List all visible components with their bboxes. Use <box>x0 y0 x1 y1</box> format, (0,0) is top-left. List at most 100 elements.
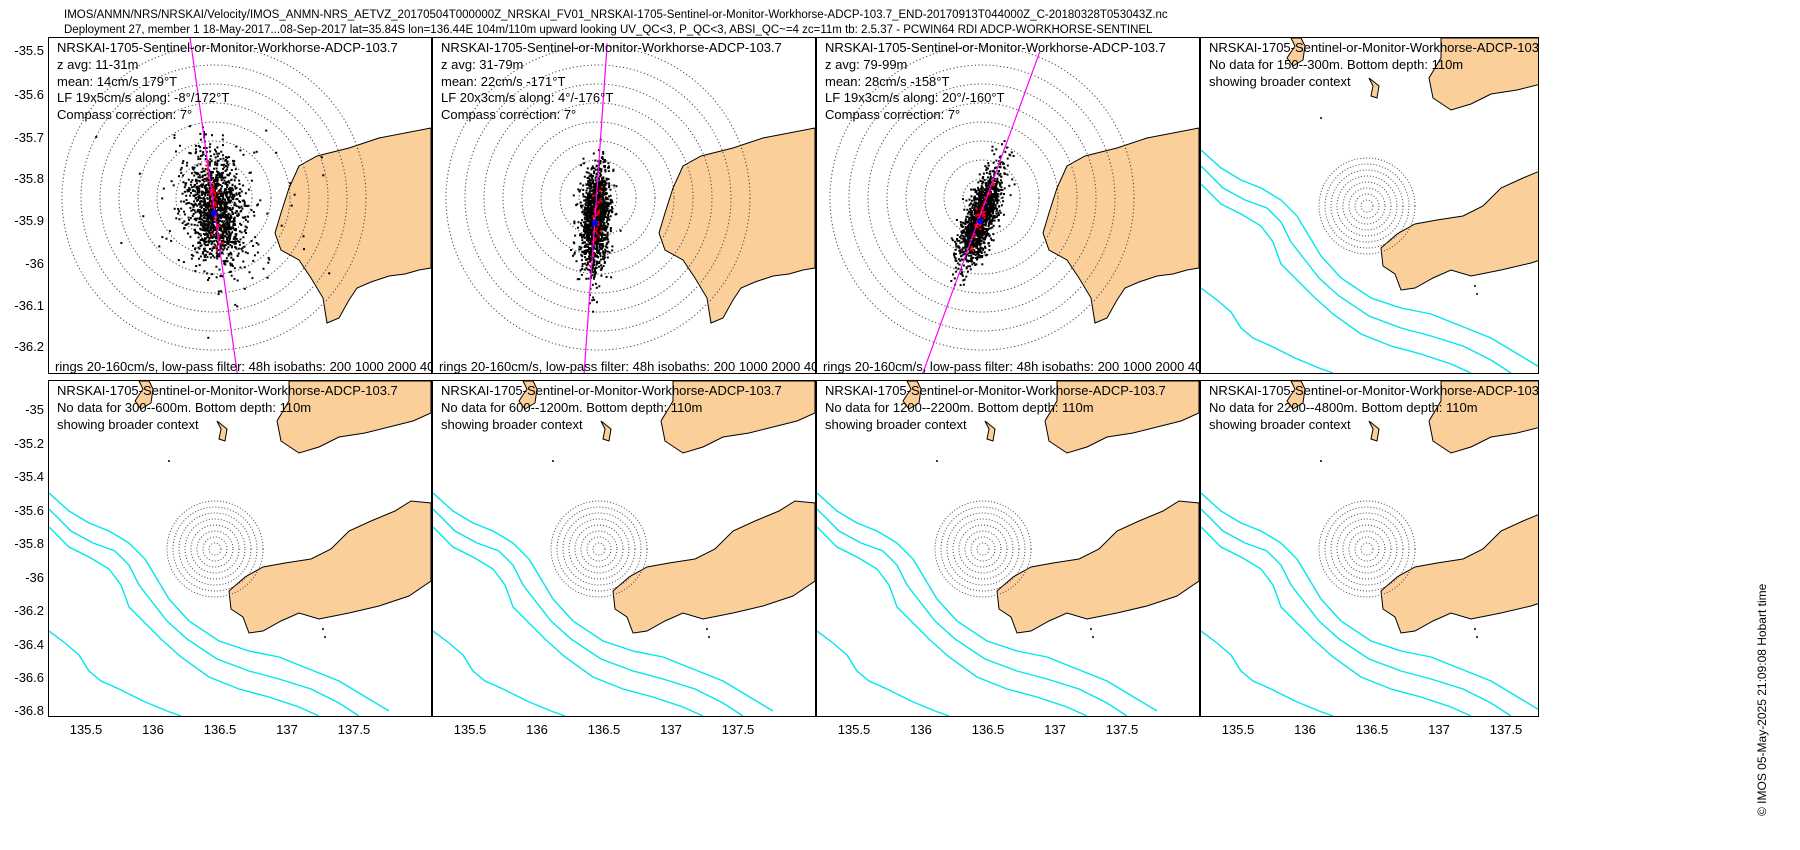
velocity-point <box>210 216 213 219</box>
velocity-point <box>215 234 218 237</box>
velocity-point <box>226 201 229 204</box>
velocity-point <box>214 183 217 186</box>
velocity-point <box>580 253 583 256</box>
velocity-point <box>588 233 591 236</box>
velocity-point <box>207 184 210 187</box>
velocity-point <box>964 245 967 248</box>
velocity-point <box>199 146 202 149</box>
velocity-point <box>234 212 237 214</box>
velocity-point <box>603 260 606 263</box>
panel-annotation: NRSKAI-1705-Sentinel-or-Monitor-Workhors… <box>1209 383 1538 433</box>
velocity-point <box>991 195 994 198</box>
velocity-point <box>974 264 977 266</box>
velocity-point <box>998 214 1000 217</box>
velocity-point <box>591 299 594 302</box>
velocity-point <box>983 228 986 231</box>
rings-legend: rings 20-160cm/s, low-pass filter: 48h i… <box>823 359 1200 374</box>
velocity-point <box>609 228 612 231</box>
isobath-2000m <box>817 526 1088 716</box>
kangaroo-island-land <box>228 500 431 634</box>
velocity-point <box>201 224 204 227</box>
velocity-point <box>220 176 223 178</box>
velocity-point <box>237 213 240 216</box>
velocity-point <box>206 223 209 226</box>
velocity-point <box>991 186 994 188</box>
velocity-point <box>591 182 594 185</box>
velocity-point <box>196 173 199 176</box>
velocity-point <box>606 202 609 205</box>
velocity-point <box>600 202 603 205</box>
velocity-point <box>579 248 582 251</box>
velocity-point <box>210 179 213 182</box>
velocity-point <box>977 253 980 256</box>
velocity-point <box>585 183 588 186</box>
velocity-point <box>594 242 597 245</box>
velocity-point <box>190 191 192 194</box>
isobaths <box>433 492 774 716</box>
lowpass-point <box>219 242 222 245</box>
velocity-point <box>189 217 192 220</box>
velocity-point <box>229 193 232 196</box>
velocity-point <box>191 186 193 189</box>
velocity-point <box>590 225 593 228</box>
velocity-point <box>981 226 984 229</box>
velocity-point <box>196 179 199 182</box>
y-tick-label: -36.1 <box>14 298 44 313</box>
velocity-point <box>218 254 221 257</box>
velocity-point <box>215 265 218 268</box>
velocity-point <box>608 186 610 189</box>
velocity-point <box>177 259 180 262</box>
velocity-point <box>242 236 245 239</box>
velocity-point <box>219 219 221 222</box>
velocity-point <box>984 224 987 227</box>
speed-ring <box>166 500 264 598</box>
velocity-point <box>208 202 211 205</box>
velocity-point <box>217 193 219 196</box>
velocity-point <box>581 235 584 238</box>
velocity-point <box>195 193 197 196</box>
x-tick-label: 137.5 <box>1105 722 1139 737</box>
velocity-point <box>586 217 589 220</box>
velocity-outlier <box>267 261 270 264</box>
velocity-outlier <box>275 151 278 154</box>
velocity-point <box>967 240 970 243</box>
velocity-point <box>986 203 989 206</box>
velocity-point <box>213 256 216 259</box>
velocity-point <box>244 204 247 207</box>
velocity-point <box>587 227 590 230</box>
velocity-point <box>210 227 213 230</box>
velocity-point <box>596 219 599 221</box>
velocity-point <box>229 215 232 217</box>
velocity-point <box>225 188 227 191</box>
velocity-point <box>224 200 227 203</box>
velocity-point <box>975 234 978 237</box>
velocity-point <box>600 221 603 224</box>
velocity-point <box>593 252 596 255</box>
velocity-point <box>591 231 594 234</box>
velocity-point <box>602 250 605 253</box>
velocity-point <box>969 213 972 216</box>
velocity-point <box>981 203 984 205</box>
velocity-point <box>231 206 234 209</box>
velocity-point <box>962 246 965 249</box>
velocity-point <box>988 249 991 252</box>
velocity-point <box>579 182 582 185</box>
velocity-point <box>596 197 599 199</box>
velocity-point <box>225 226 228 229</box>
velocity-point <box>991 170 994 173</box>
velocity-point <box>590 195 593 198</box>
velocity-point <box>592 205 595 208</box>
speed-ring <box>958 524 1008 574</box>
velocity-point <box>236 210 238 213</box>
velocity-point <box>596 168 599 171</box>
velocity-point <box>225 183 227 185</box>
velocity-point <box>959 259 962 262</box>
velocity-point <box>975 253 978 256</box>
velocity-point <box>221 224 224 227</box>
velocity-point <box>232 159 234 162</box>
velocity-point <box>962 279 965 282</box>
velocity-point <box>583 230 586 233</box>
velocity-point <box>590 176 593 179</box>
velocity-point <box>961 232 964 235</box>
velocity-point <box>207 179 210 181</box>
